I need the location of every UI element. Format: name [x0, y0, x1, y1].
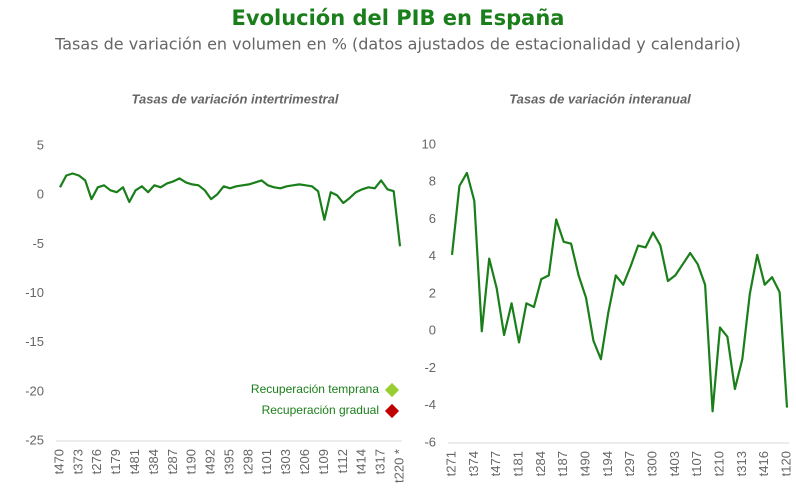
legend-label: Recuperación temprana: [251, 382, 379, 396]
y-tick-label: 0: [37, 187, 44, 202]
x-tick-label: t287: [165, 449, 180, 474]
x-tick-label: t190: [184, 449, 199, 474]
y-tick-label: -5: [32, 236, 44, 251]
x-tick-label: t210: [711, 451, 726, 476]
x-tick-label: t112: [335, 449, 350, 473]
x-tick-label: t470: [51, 449, 66, 474]
y-tick-label: -6: [424, 434, 436, 449]
x-tick-label: t187: [555, 451, 570, 476]
y-tick-label: -25: [25, 432, 44, 447]
x-tick-label: t194: [600, 451, 615, 476]
x-tick-label: t101: [259, 449, 274, 474]
legend-marker: [384, 403, 400, 419]
y-tick-label: -2: [424, 360, 436, 375]
y-tick-label: 6: [429, 211, 436, 226]
x-tick-label: t276: [89, 449, 104, 474]
x-tick-label: t477: [488, 451, 503, 476]
series-line: [59, 172, 402, 247]
x-tick-label: t492: [203, 449, 218, 474]
chart-title: Tasas de variación intertrimestral: [132, 91, 339, 106]
x-tick-label: t107: [689, 451, 704, 476]
x-tick-label: t416: [756, 451, 771, 476]
legend-marker: [384, 382, 400, 398]
x-tick-label: t300: [644, 451, 659, 476]
x-tick-label: t179: [108, 449, 123, 474]
x-tick-label: t181: [510, 451, 525, 476]
x-tick-label: t271: [443, 451, 458, 476]
x-tick-label: t395: [221, 449, 236, 474]
y-tick-label: 2: [429, 285, 436, 300]
y-tick-label: 8: [429, 174, 436, 189]
x-tick-label: t220 *: [391, 449, 406, 483]
series-line: [450, 171, 789, 413]
x-tick-label: t109: [316, 449, 331, 474]
x-tick-label: t297: [622, 451, 637, 476]
page-title: Evolución del PIB en España: [232, 6, 565, 30]
x-tick-label: t481: [127, 449, 142, 474]
y-tick-label: -20: [25, 383, 44, 398]
y-tick-label: -10: [25, 285, 44, 300]
x-tick-label: t373: [70, 449, 85, 474]
y-tick-label: 10: [422, 136, 436, 151]
y-tick-label: 4: [429, 248, 436, 263]
x-tick-label: t414: [354, 449, 369, 474]
chart-title: Tasas de variación interanual: [509, 91, 691, 106]
x-tick-label: t284: [533, 451, 548, 476]
x-tick-label: t303: [278, 449, 293, 474]
y-tick-label: -4: [424, 397, 436, 412]
x-tick-label: t317: [373, 449, 388, 474]
x-tick-label: t374: [466, 451, 481, 476]
x-tick-label: t403: [667, 451, 682, 476]
x-tick-label: t384: [146, 449, 161, 474]
y-tick-label: 0: [429, 323, 436, 338]
page-subtitle: Tasas de variación en volumen en % (dato…: [54, 35, 741, 54]
x-tick-label: t120: [778, 451, 793, 476]
y-tick-label: -15: [25, 334, 44, 349]
x-tick-label: t206: [297, 449, 312, 474]
y-tick-label: 5: [37, 137, 44, 152]
x-tick-label: t490: [577, 451, 592, 476]
legend-label: Recuperación gradual: [262, 403, 379, 417]
x-tick-label: t298: [240, 449, 255, 474]
x-tick-label: t313: [734, 451, 749, 476]
